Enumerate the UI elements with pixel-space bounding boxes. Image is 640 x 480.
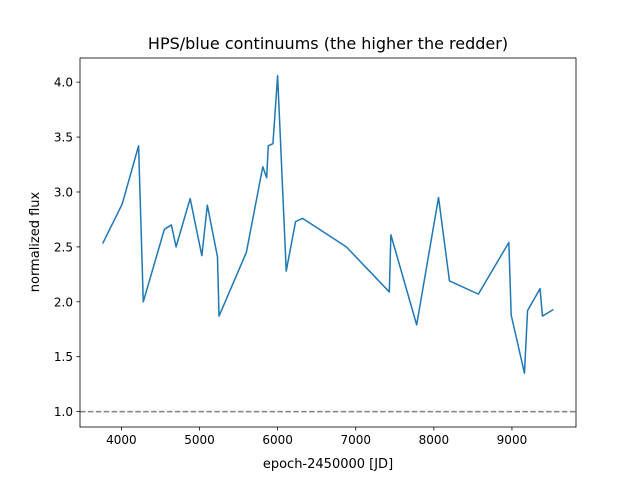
x-tick-label-2: 6000 — [262, 433, 293, 447]
y-tick-label-2: 2.0 — [54, 295, 73, 309]
axes-frame — [79, 57, 577, 428]
y-tick-label-3: 2.5 — [54, 240, 73, 254]
series-line-0 — [101, 74, 554, 374]
x-tick-label-4: 8000 — [419, 433, 450, 447]
x-tick-label-5: 9000 — [497, 433, 528, 447]
x-tick-label-3: 7000 — [340, 433, 371, 447]
y-tick-label-6: 4.0 — [54, 76, 73, 90]
chart-title: HPS/blue continuums (the higher the redd… — [148, 34, 508, 53]
y-tick-label-5: 3.5 — [54, 131, 73, 145]
x-axis-label: epoch-2450000 [JD] — [263, 457, 393, 472]
y-tick-label-4: 3.0 — [54, 185, 73, 199]
plot-area: 4000 5000 6000 7000 8000 9000 1.0 1.5 2.0 2.5 3.0 3… — [54, 57, 577, 447]
y-tick-label-1: 1.5 — [54, 350, 73, 364]
y-tick-label-0: 1.0 — [54, 405, 73, 419]
y-axis-label: normalized flux — [28, 191, 43, 292]
x-tick-label-1: 5000 — [184, 433, 215, 447]
x-tick-label-0: 4000 — [106, 433, 137, 447]
